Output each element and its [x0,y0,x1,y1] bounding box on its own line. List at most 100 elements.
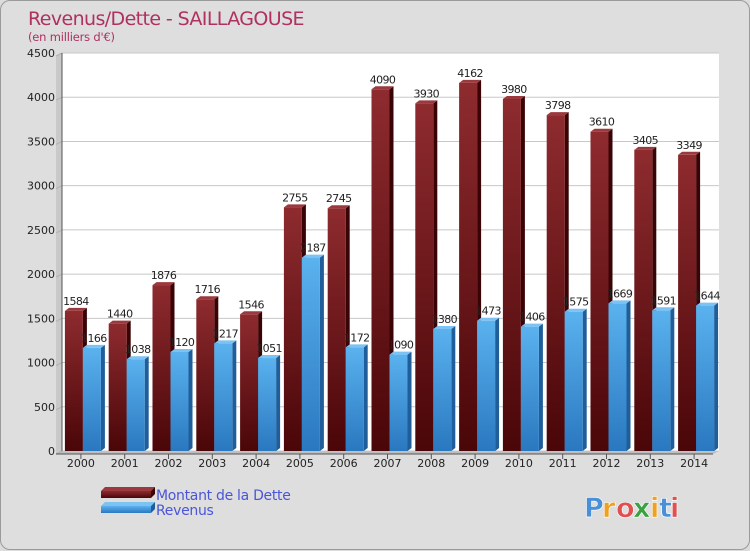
debt-value-label: 3798 [545,99,571,112]
revenue-value-label: 1591 [650,294,676,307]
revenue-bar-top [126,356,149,360]
revenue-bar [389,354,408,451]
revenue-bar [696,305,715,451]
legend-label: Montant de la Dette [156,488,291,504]
legend-label: Revenus [156,503,214,519]
revenue-bar [433,328,452,451]
revenue-bar [214,343,233,451]
legend-swatch-top [101,487,155,491]
x-tick-label: 2006 [330,457,358,470]
debt-value-label: 1716 [194,283,220,296]
debt-value-label: 1876 [151,269,177,282]
debt-bar-top [283,204,306,208]
revenue-bar-top [345,344,368,348]
x-tick-label: 2004 [242,457,270,470]
debt-bar-top [327,205,350,209]
debt-value-label: 3405 [632,134,658,147]
revenue-bar-side [100,344,105,451]
gridline-wall [55,140,63,145]
logo-letter: i [650,493,660,524]
debt-bar-top [546,112,569,116]
debt-bar [371,89,390,452]
debt-bar [415,103,434,451]
revenue-bar-side [582,308,587,451]
debt-bar [152,285,171,451]
revenue-bar [301,257,320,451]
revenue-bar-side [363,344,368,451]
revenue-value-label: 1473 [475,305,501,318]
revenue-bar [82,347,101,451]
plot-left-wall [56,53,62,454]
debt-value-label: 3349 [676,139,702,152]
revenue-bar-top [258,355,281,359]
x-tick-label: 2009 [461,457,489,470]
revenue-bar-side [232,340,237,451]
revenue-bar-top [520,323,543,327]
revenue-bar [520,326,539,451]
debt-bar [590,131,609,451]
plot-floor [56,451,719,454]
y-tick-label: 3000 [27,180,55,193]
revenue-bar-side [714,302,719,451]
revenue-value-label: 1406 [519,311,545,324]
y-tick-label: 500 [34,401,55,414]
x-tick-label: 2008 [417,457,445,470]
revenue-bar [258,358,277,451]
debt-value-label: 2755 [282,191,308,204]
gridline-wall [55,406,63,411]
revenue-bar [477,320,496,451]
revenue-bar [345,347,364,451]
debt-bar-top [634,146,657,150]
gridline-wall [55,185,63,190]
debt-bar [678,154,697,451]
debt-value-label: 1584 [63,295,89,308]
revenue-bar-side [188,348,193,451]
debt-bar-top [108,320,131,324]
debt-value-label: 4090 [370,73,396,86]
revenue-value-label: 1644 [694,290,720,303]
debt-bar [240,314,259,451]
x-tick-label: 2001 [111,457,139,470]
legend-swatch-side [151,487,155,498]
y-tick-label: 1000 [27,357,55,370]
debt-bar [634,149,653,451]
revenue-value-label: 1575 [563,296,589,309]
revenue-bar-side [495,317,500,451]
gridline-wall [55,317,63,322]
x-tick-label: 2012 [593,457,621,470]
revenue-value-label: 2187 [300,242,326,255]
revenue-bar-side [276,355,281,451]
revenue-value-label: 1166 [81,332,107,345]
debt-value-label: 3610 [589,116,615,129]
debt-bar-top [415,100,438,104]
debt-value-label: 2745 [326,192,352,205]
legend-swatch-top [101,502,155,506]
chart-subtitle: (en milliers d'€) [28,30,115,44]
revenue-bar-top [608,300,631,304]
revenue-bar [652,310,671,451]
debt-bar-top [502,95,525,99]
debt-bar [108,323,127,451]
y-tick-label: 4500 [27,47,55,60]
revenue-bar-top [477,317,500,321]
revenue-bar-side [407,351,412,451]
revenue-bar-top [696,302,719,306]
revenue-bar-top [170,348,193,352]
y-tick-label: 2000 [27,268,55,281]
revenue-bar-top [214,340,237,344]
legend-swatch [101,506,151,513]
gridline-wall [55,273,63,278]
revenue-bar-side [626,300,631,451]
debt-bar-top [196,296,219,300]
plot-area: 0 500 1000 1500 2000 2500 3000 3500 4000 4500 2000… [27,47,721,470]
debt-bar-top [371,86,394,90]
debt-bar [459,82,478,451]
logo-letter: r [602,493,616,524]
logo-letter: t [659,493,672,524]
debt-bar [283,207,302,451]
chart-title: Revenus/Dette - SAILLAGOUSE [28,8,304,30]
y-tick-label: 0 [48,445,55,458]
